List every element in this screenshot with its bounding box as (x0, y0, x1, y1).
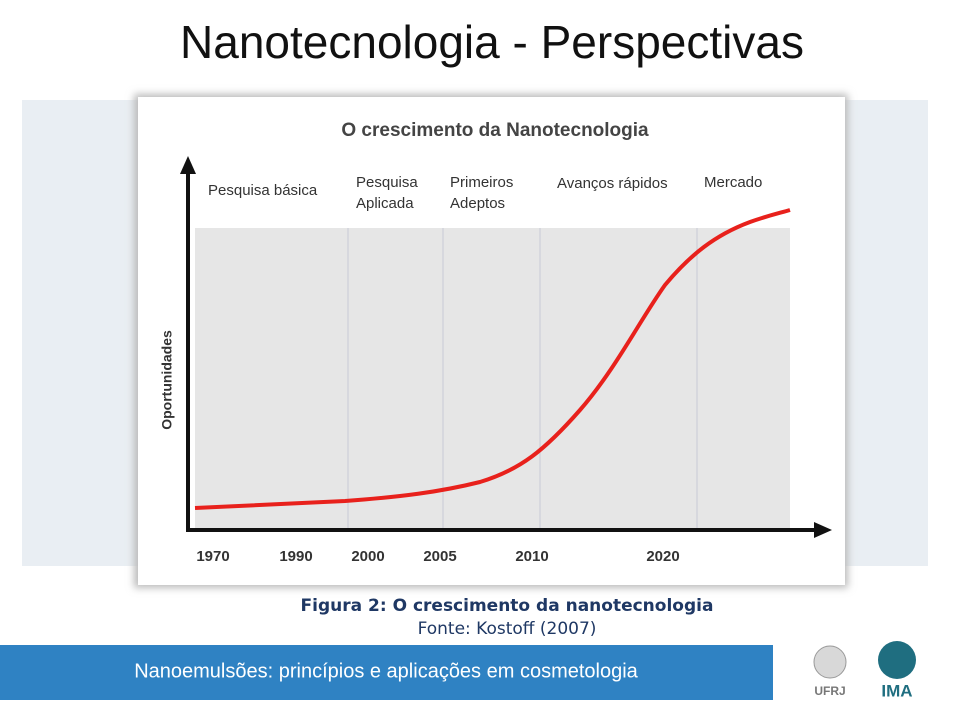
figure-source: Fonte: Kostoff (2007) (418, 619, 597, 639)
year-label: 2020 (646, 548, 679, 565)
slide-title: Nanotecnologia - Perspectivas (180, 16, 804, 68)
phase-label: Pesquisa básica (208, 182, 318, 199)
logo-text: IMA (881, 681, 912, 700)
ufrj-emblem (813, 645, 847, 679)
year-label: 2010 (515, 548, 548, 565)
phase-label: Mercado (704, 174, 762, 191)
phase-labels: Pesquisa básica Pesquisa Aplicada Primei… (208, 174, 762, 212)
phase-label: Pesquisa Aplicada (356, 174, 418, 212)
logo-text: UFRJ (814, 684, 845, 698)
year-labels: 1970 1990 2000 2005 2010 2020 (196, 548, 679, 565)
footer-bar (0, 645, 773, 700)
growth-curve (194, 208, 791, 510)
plot-background (195, 228, 790, 530)
y-axis-label: Oportunidades (159, 330, 175, 430)
ima-emblem (878, 641, 916, 679)
footer-text: Nanoemulsões: princípios e aplicações em… (134, 660, 638, 682)
axes (180, 156, 832, 538)
phase-label: Avanços rápidos (557, 175, 668, 192)
phase-label: Primeiros Adeptos (450, 174, 514, 212)
year-label: 1990 (279, 548, 312, 565)
phase-label-box: Primeiros Adeptos (450, 174, 514, 212)
year-label: 1970 (196, 548, 229, 565)
phase-dividers (347, 228, 698, 530)
figure-title: O crescimento da Nanotecnologia (341, 120, 649, 141)
figure-caption: Figura 2: O crescimento da nanotecnologi… (301, 596, 714, 616)
phase-label-box: Pesquisa Aplicada (356, 174, 418, 212)
year-label: 2000 (351, 548, 384, 565)
year-label: 2005 (423, 548, 456, 565)
